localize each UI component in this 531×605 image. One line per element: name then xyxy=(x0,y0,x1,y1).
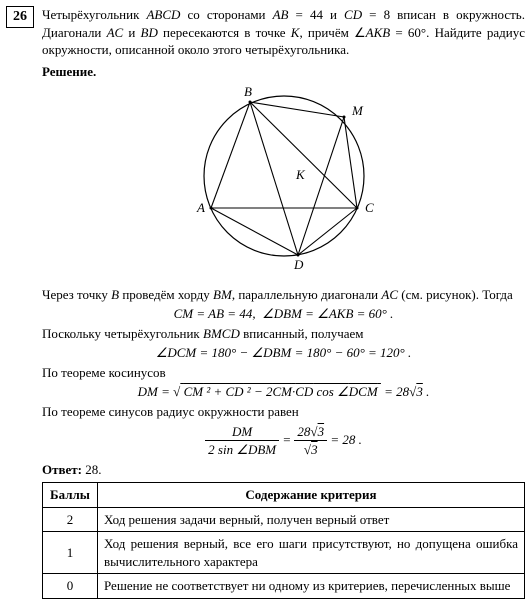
criteria-header-score: Баллы xyxy=(43,483,98,508)
solution-eq-2: ∠DCM = 180° − ∠DBM = 180° − 60° = 120° . xyxy=(42,344,525,362)
svg-text:B: B xyxy=(244,86,252,99)
answer-label: Ответ: xyxy=(42,462,82,477)
criteria-score: 2 xyxy=(43,507,98,532)
table-row: 0Решение не соответствует ни одному из к… xyxy=(43,574,525,599)
solution-line-2: Поскольку четырёхугольник BMCD вписанный… xyxy=(42,325,525,343)
problem-body: Четырёхугольник ABCD со сторонами AB = 4… xyxy=(42,6,525,599)
table-row: 2Ход решения задачи верный, получен верн… xyxy=(43,507,525,532)
criteria-desc: Ход решения верный, все его шаги присутс… xyxy=(98,532,525,574)
solution-heading: Решение. xyxy=(42,63,525,81)
criteria-score: 0 xyxy=(43,574,98,599)
criteria-score: 1 xyxy=(43,532,98,574)
answer-value: 28 xyxy=(85,462,98,477)
criteria-table: Баллы Содержание критерия 2Ход решения з… xyxy=(42,482,525,599)
svg-text:C: C xyxy=(365,200,374,215)
solution-eq-1: CM = AB = 44, ∠DBM = ∠AKB = 60° . xyxy=(42,305,525,323)
solution-text: Через точку B проведём хорду BM, паралле… xyxy=(42,286,525,459)
table-row: 1Ход решения верный, все его шаги присут… xyxy=(43,532,525,574)
svg-text:A: A xyxy=(196,200,205,215)
svg-text:M: M xyxy=(351,103,364,118)
criteria-desc: Решение не соответствует ни одному из кр… xyxy=(98,574,525,599)
svg-text:D: D xyxy=(293,257,304,271)
problem-statement: Четырёхугольник ABCD со сторонами AB = 4… xyxy=(42,6,525,59)
eq4-mid-top: 28√3 xyxy=(294,423,327,442)
svg-text:K: K xyxy=(295,167,306,182)
solution-line-3: По теореме косинусов xyxy=(42,364,525,382)
criteria-desc: Ход решения задачи верный, получен верны… xyxy=(98,507,525,532)
solution-figure: A B C D M K xyxy=(42,86,525,276)
solution-eq-4: DM2 sin ∠DBM = 28√3√3 = 28 . xyxy=(42,423,525,459)
problem-number: 26 xyxy=(6,6,34,28)
eq4-mid-bot: √3 xyxy=(294,441,327,459)
solution-line-1: Через точку B проведём хорду BM, паралле… xyxy=(42,286,525,304)
criteria-header-desc: Содержание критерия xyxy=(98,483,525,508)
solution-eq-3: DM = √ CM ² + CD ² − 2CM·CD cos ∠DCM = 2… xyxy=(42,383,525,401)
solution-line-4: По теореме синусов радиус окружности рав… xyxy=(42,403,525,421)
answer-line: Ответ: 28. xyxy=(42,461,525,479)
